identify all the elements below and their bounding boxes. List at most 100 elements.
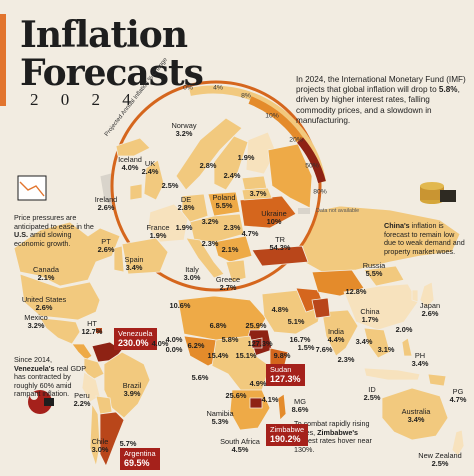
label-uk: UK 2.4% <box>141 159 159 176</box>
japan-shape <box>419 281 435 309</box>
label-spain: Spain 3.4% <box>124 255 144 272</box>
label-philippines: PH 3.4% <box>411 351 429 368</box>
scale-tick-80: 80% <box>313 188 327 196</box>
value-morocco: 10.6% <box>169 301 191 310</box>
zimbabwe-note-bold: Zimbabwe's <box>317 427 359 437</box>
no-data-label: Data not available <box>316 208 360 214</box>
sudan-highlight: Sudan 127.3% <box>266 364 305 386</box>
france-shape <box>147 203 189 243</box>
ukraine-shape <box>239 195 297 229</box>
value-iraq: 4.8% <box>271 305 289 314</box>
year-label: 2 0 2 4 <box>30 90 140 109</box>
title-line-2: Forecasts <box>20 52 204 94</box>
value-denmark: 2.4% <box>223 171 241 180</box>
value-tanzania: 4.9% <box>249 379 267 388</box>
ireland-shape <box>129 183 143 201</box>
value-mauritania: 4.0% <box>165 335 183 344</box>
value-angola: 25.6% <box>225 391 247 400</box>
southeast-asia-shape <box>363 327 391 359</box>
easing-chart-icon <box>17 175 47 201</box>
peru-shape <box>81 371 101 403</box>
us-note-part-2: amid slowing economic growth. <box>14 230 72 248</box>
label-haiti: HT 12.7% <box>81 319 103 336</box>
sweden-shape <box>213 135 249 191</box>
value-senegal: 0.0% <box>165 345 183 354</box>
accent-bar <box>0 14 6 106</box>
new-zealand-shape <box>451 429 465 457</box>
scale-tick-4: 4% <box>213 84 223 92</box>
value-taiwan: 2.0% <box>395 325 413 334</box>
label-greece: Greece 2.7% <box>215 275 241 292</box>
zimbabwe-note-part-2: interest rates hover near 130%. <box>294 436 372 454</box>
value-balkans: 4.7% <box>241 229 259 238</box>
madagascar-shape <box>277 393 287 421</box>
value-baltics: 3.7% <box>249 189 267 198</box>
intro-text: In 2024, the International Monetary Fund… <box>296 75 466 126</box>
value-uruguay: 5.7% <box>119 439 137 448</box>
value-algeria: 6.8% <box>209 321 227 330</box>
label-iceland: Iceland 4.0% <box>118 155 142 172</box>
scale-tick-20: 20% <box>289 136 303 144</box>
central-america-shape <box>71 343 93 361</box>
value-niger: 15.4% <box>207 351 229 360</box>
philippines-shape <box>401 337 413 357</box>
label-peru: Peru 2.2% <box>73 391 91 408</box>
bolivia-shape <box>95 395 113 415</box>
venezuela-note-part-1: Since 2014, <box>14 355 52 364</box>
scale-tick-50: 50% <box>305 162 319 170</box>
value-western-sahara: 4.0% <box>151 339 169 348</box>
lebanon-shape <box>251 337 263 349</box>
deflating-money-icon <box>28 390 54 414</box>
mexico-shape <box>39 317 81 345</box>
scale-arc-mid <box>248 96 304 143</box>
value-central-europe: 3.2% <box>201 217 219 226</box>
greece-shape <box>225 259 247 283</box>
label-ireland: Ireland 2.6% <box>94 195 118 212</box>
australia-shape <box>381 387 449 441</box>
zimbabwe-shape <box>249 397 263 409</box>
canada-shape <box>13 221 121 287</box>
value-chad: 15.1% <box>235 351 257 360</box>
label-portugal: PT 2.6% <box>97 237 115 254</box>
label-indonesia: ID 2.5% <box>363 385 381 402</box>
portugal-shape <box>113 245 125 273</box>
us-note: Price pressures are anticipated to ease … <box>14 213 98 248</box>
title-line-1: Inflation <box>20 14 188 56</box>
venezuela-note-part-2: real GDP has contracted by roughly 60% a… <box>14 363 86 399</box>
venezuela-highlight: Venezuela 230.0% <box>114 328 157 350</box>
scale-tick-10: 10% <box>265 112 279 120</box>
argentina-highlight: Argentina 69.5% <box>120 448 160 470</box>
pakistan-shape <box>311 297 331 319</box>
china-note-part-2: inflation is forecast to remain low due … <box>384 221 465 256</box>
belarus-shape <box>241 187 273 201</box>
label-india: India 4.4% <box>327 327 345 344</box>
turkey-shape <box>251 245 309 267</box>
value-serbia: 2.1% <box>221 245 239 254</box>
value-central-asia: 12.8% <box>345 287 367 296</box>
label-italy: Italy 3.0% <box>183 265 201 282</box>
norway-shape <box>175 117 243 191</box>
value-egypt: 25.9% <box>245 321 267 330</box>
label-canada: Canada 2.1% <box>33 265 59 282</box>
russia-shape <box>299 205 461 273</box>
label-australia: Australia 3.4% <box>401 407 431 424</box>
mongolia-shape <box>363 265 405 287</box>
label-new-zealand: New Zealand 2.5% <box>418 451 462 468</box>
label-namibia: Namibia 5.3% <box>206 409 234 426</box>
united-states-shape <box>19 273 101 321</box>
value-myanmar: 3.4% <box>355 337 373 346</box>
uk-shape <box>143 159 165 201</box>
value-saudi-arabia: 5.1% <box>287 317 305 326</box>
argentina-shape <box>99 411 125 467</box>
label-japan: Japan 2.6% <box>419 301 441 318</box>
papua-new-guinea-shape <box>427 373 447 387</box>
zimbabwe-highlight: Zimbabwe 190.2% <box>266 424 309 446</box>
value-bangladesh: 2.3% <box>337 355 355 364</box>
no-data-swatch <box>298 208 310 214</box>
label-china: China 1.7% <box>360 307 380 324</box>
germany-shape <box>181 193 209 223</box>
india-shape <box>321 309 359 357</box>
page-title: Inflation Forecasts <box>20 14 204 94</box>
value-switzerland: 1.9% <box>175 223 193 232</box>
brazil-shape <box>103 351 151 419</box>
